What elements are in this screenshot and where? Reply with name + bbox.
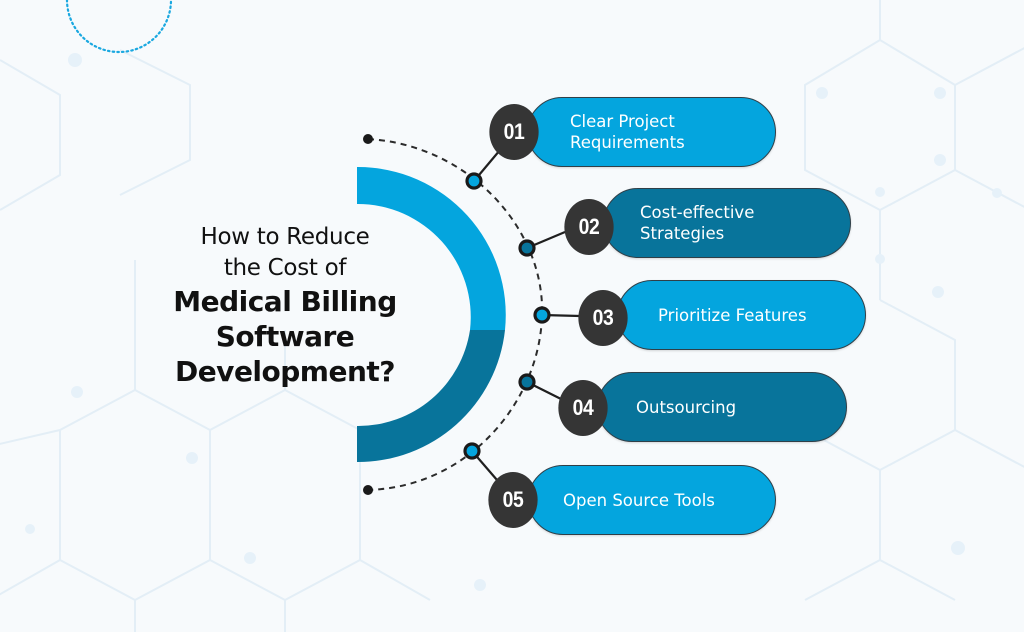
title-line-2: the Cost of <box>223 255 347 281</box>
step-05-label: Open Source Tools <box>563 490 715 510</box>
ring-upper-half <box>357 166 506 330</box>
step-pill-04: Outsourcing <box>597 372 847 442</box>
step-number-03: 03 <box>578 290 628 346</box>
step-pill-03: Prioritize Features <box>617 280 866 350</box>
ring-lower-half <box>357 330 505 463</box>
step-number-04: 04 <box>558 380 608 436</box>
step-01-label-line1: Clear Project <box>570 112 675 131</box>
step-01-label-line2: Requirements <box>570 133 685 152</box>
step-pill-05: Open Source Tools <box>528 465 776 535</box>
node-marker-03 <box>533 306 551 324</box>
title-line-4: Software <box>215 320 355 353</box>
dotted-semicircle-decoration <box>65 0 173 54</box>
title-line-1: How to Reduce <box>200 224 370 250</box>
dashed-arc <box>367 138 544 491</box>
node-marker-01 <box>465 172 483 190</box>
node-marker-05 <box>463 442 481 460</box>
arc-end-dot-top <box>363 134 373 144</box>
diagram-title: How to Reduce the Cost of Medical Billin… <box>140 222 430 389</box>
step-02-label-line1: Cost-effective <box>640 203 755 222</box>
title-line-3: Medical Billing <box>173 285 397 318</box>
step-02-label-line2: Strategies <box>640 224 725 243</box>
step-pill-01: Clear Project Requirements <box>527 97 776 167</box>
step-number-01: 01 <box>489 104 539 160</box>
step-pill-02: Cost-effective Strategies <box>603 188 851 258</box>
title-line-5: Development? <box>174 355 396 388</box>
step-number-02: 02 <box>564 199 614 255</box>
node-marker-04 <box>518 373 536 391</box>
step-03-label: Prioritize Features <box>658 305 807 325</box>
arc-end-dot-bottom <box>363 485 373 495</box>
step-number-05: 05 <box>488 472 538 528</box>
node-marker-02 <box>518 239 536 257</box>
step-04-label: Outsourcing <box>636 397 737 417</box>
